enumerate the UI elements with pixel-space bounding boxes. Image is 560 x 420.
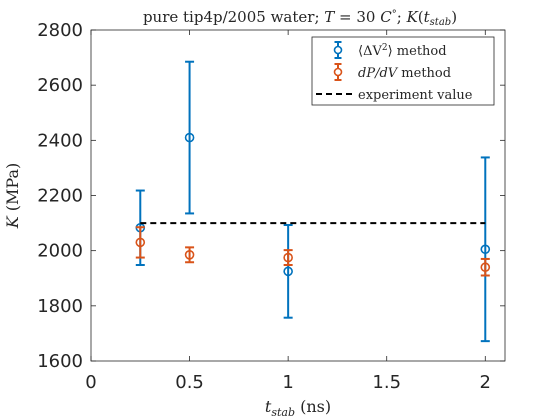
x-tick-label: 0.5 — [175, 372, 204, 393]
y-tick-label: 2400 — [37, 130, 83, 151]
x-tick-label: 1.5 — [372, 372, 401, 393]
y-tick-label: 1800 — [37, 296, 83, 317]
chart-title: pure tip4p/2005 water; T = 30 C°; K(tsta… — [143, 8, 457, 28]
x-axis-label: tstab (ns) — [265, 397, 331, 419]
legend-label: ⟨ΔV2⟩ method — [358, 43, 447, 59]
data-point-0 — [283, 224, 293, 319]
marker — [480, 244, 491, 255]
data-point-1 — [283, 249, 293, 267]
data-point-0 — [184, 60, 195, 215]
marker — [184, 132, 195, 143]
data-point-1 — [135, 226, 146, 259]
data-point-0 — [480, 156, 491, 343]
x-tick-label: 1 — [282, 372, 293, 393]
data-point-1 — [184, 246, 195, 264]
marker — [184, 250, 195, 260]
y-tick-label: 2200 — [37, 186, 83, 207]
legend-marker — [333, 67, 343, 77]
y-tick-label: 2600 — [37, 75, 83, 96]
y-axis-label: K (MPa) — [3, 163, 22, 230]
marker — [283, 266, 293, 277]
y-tick-label: 1600 — [37, 351, 83, 372]
marker — [283, 252, 293, 263]
legend-label: experiment value — [358, 88, 473, 103]
marker — [480, 262, 491, 273]
marker — [135, 237, 146, 248]
x-tick-label: 0 — [85, 372, 96, 393]
y-tick-label: 2000 — [37, 241, 83, 262]
x-tick-label: 2 — [480, 372, 491, 393]
legend-box — [311, 36, 495, 106]
legend-marker — [333, 45, 343, 55]
legend-label: dP/dV method — [358, 66, 451, 81]
y-tick-label: 2800 — [37, 20, 83, 41]
legend: ⟨ΔV2⟩ method dP/dV method experiment value — [311, 36, 495, 106]
data-point-1 — [480, 257, 491, 277]
